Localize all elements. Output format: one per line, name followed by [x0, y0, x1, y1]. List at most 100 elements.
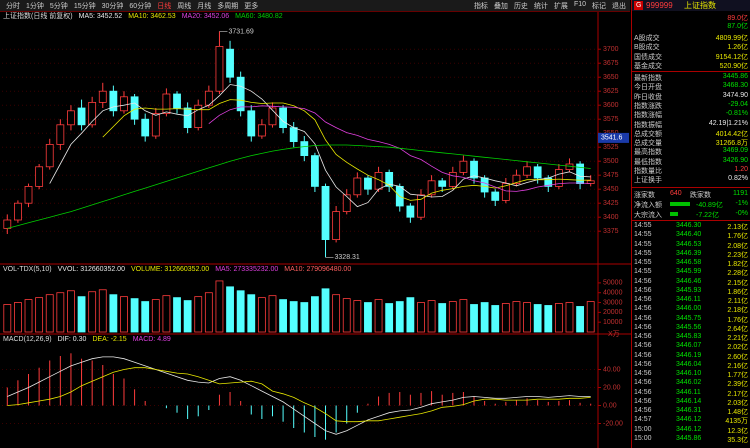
volume-bar	[332, 294, 341, 333]
tool-button[interactable]: 扩展	[553, 2, 568, 10]
candle-body	[151, 113, 160, 137]
period-tab[interactable]: 1分钟	[26, 2, 44, 10]
volume-bar	[162, 295, 171, 333]
period-tab[interactable]: 60分钟	[129, 2, 152, 10]
candle-body	[98, 90, 107, 103]
legend-entry: MA20: 3452.06	[182, 13, 230, 20]
y-tick-label: 3600	[603, 102, 619, 109]
tick-time: 15:00	[634, 425, 652, 433]
tick-price: 3445.56	[676, 323, 702, 331]
candle-body	[162, 93, 171, 115]
tool-button[interactable]: 标记	[592, 2, 606, 10]
tick-price: 3446.53	[676, 240, 702, 248]
volume-bar	[501, 303, 510, 333]
tick-price: 3446.11	[676, 296, 701, 303]
tick-time: 14:56	[634, 305, 652, 313]
tool-button[interactable]: 统计	[533, 2, 548, 10]
period-tab[interactable]: 分时	[6, 2, 20, 10]
tick-price: 3446.12	[676, 425, 702, 433]
tick-time: 14:55	[634, 231, 652, 239]
period-tab[interactable]: 15分钟	[73, 2, 96, 10]
stat-label: 昨日收盘	[634, 93, 662, 101]
stat-label: 指数涨跌	[634, 102, 662, 110]
flow-pct: -1%	[735, 200, 748, 207]
y-tick-label: 3575	[603, 116, 619, 123]
breadth-down: 1191	[732, 190, 748, 197]
volume-bar	[45, 294, 54, 333]
flow-value: -40.89亿	[696, 202, 723, 209]
stat-label: 上证换手	[634, 177, 662, 185]
volume-bar	[554, 303, 563, 333]
candle-body	[491, 191, 500, 201]
tick-time: 14:56	[634, 360, 652, 368]
header-stat: 87.0亿	[727, 23, 748, 30]
indicator-line	[7, 367, 591, 423]
tool-button[interactable]: 历史	[513, 2, 528, 10]
period-tab[interactable]: 多周期	[217, 2, 239, 10]
period-tab[interactable]: 周线	[177, 2, 192, 10]
candle-body	[141, 118, 150, 137]
candle-body	[67, 110, 75, 126]
volume-bar	[374, 299, 383, 333]
volume-bar	[565, 302, 574, 333]
candle-body	[342, 194, 351, 213]
stat-label: 最低指数	[634, 158, 662, 166]
breadth-label: 跌家数	[690, 192, 711, 199]
tick-time: 14:56	[634, 277, 652, 285]
tick-time: 14:56	[634, 333, 652, 340]
tick-price: 3446.00	[676, 305, 702, 313]
volume-bar	[204, 292, 213, 333]
stat-label: 指数振幅	[634, 121, 662, 129]
candle-body	[215, 46, 224, 92]
tick-time: 14:56	[634, 351, 652, 359]
volume-bar	[342, 298, 351, 333]
volume-bar	[385, 303, 394, 333]
tick-volume: 1.48亿	[727, 409, 748, 416]
tick-volume: 2.60亿	[727, 353, 748, 361]
volume-bar	[268, 295, 277, 333]
period-tab[interactable]: 5分钟	[49, 2, 68, 10]
volume-bar	[88, 291, 97, 333]
tick-price: 3446.58	[676, 259, 702, 266]
tick-price: 3446.02	[676, 379, 702, 387]
stock-code: 999999	[646, 1, 673, 10]
candle-body	[35, 166, 44, 187]
y-tick-label: 40000	[603, 290, 623, 297]
volume-bar	[279, 299, 287, 333]
tick-volume: 2.39亿	[727, 381, 748, 389]
tick-price: 3446.04	[676, 360, 702, 368]
tool-button[interactable]: 退出	[612, 2, 626, 10]
volume-bar	[226, 286, 234, 333]
separator	[632, 187, 750, 188]
tick-price: 3445.99	[676, 268, 702, 276]
stat-label: 基金成交	[634, 63, 662, 71]
tick-price: 3446.46	[676, 277, 702, 285]
volume-bar	[448, 301, 457, 333]
y-tick-label: 3475	[603, 172, 619, 179]
y-tick-label: 3375	[603, 228, 619, 235]
candle-body	[459, 160, 468, 173]
y-tick-label: 3400	[603, 214, 619, 221]
candle-body	[427, 180, 436, 196]
candle-body	[268, 107, 277, 126]
tick-price: 3446.39	[676, 249, 702, 257]
period-tab[interactable]: 月线	[197, 2, 212, 10]
tool-button[interactable]: 叠加	[493, 2, 508, 10]
annotation-low: 3328.31	[335, 254, 360, 261]
candle-body	[501, 183, 510, 201]
period-tab[interactable]: 日线	[157, 2, 172, 10]
tool-button[interactable]: F10	[573, 0, 586, 8]
tick-volume: 2.23亿	[727, 251, 748, 259]
legend-entry: MA5: 3452.52	[79, 13, 123, 20]
indicator-line	[102, 99, 591, 201]
period-tab[interactable]: 更多	[244, 2, 259, 10]
y-tick-label: 20000	[603, 309, 623, 316]
tool-button[interactable]: 指标	[473, 2, 488, 10]
candle-body	[24, 185, 33, 204]
tick-volume: 1.82亿	[727, 261, 748, 268]
volume-bar	[406, 297, 415, 333]
volume-bar	[215, 280, 224, 333]
period-tab[interactable]: 30分钟	[101, 2, 124, 10]
tick-volume: 1.86亿	[727, 288, 748, 296]
